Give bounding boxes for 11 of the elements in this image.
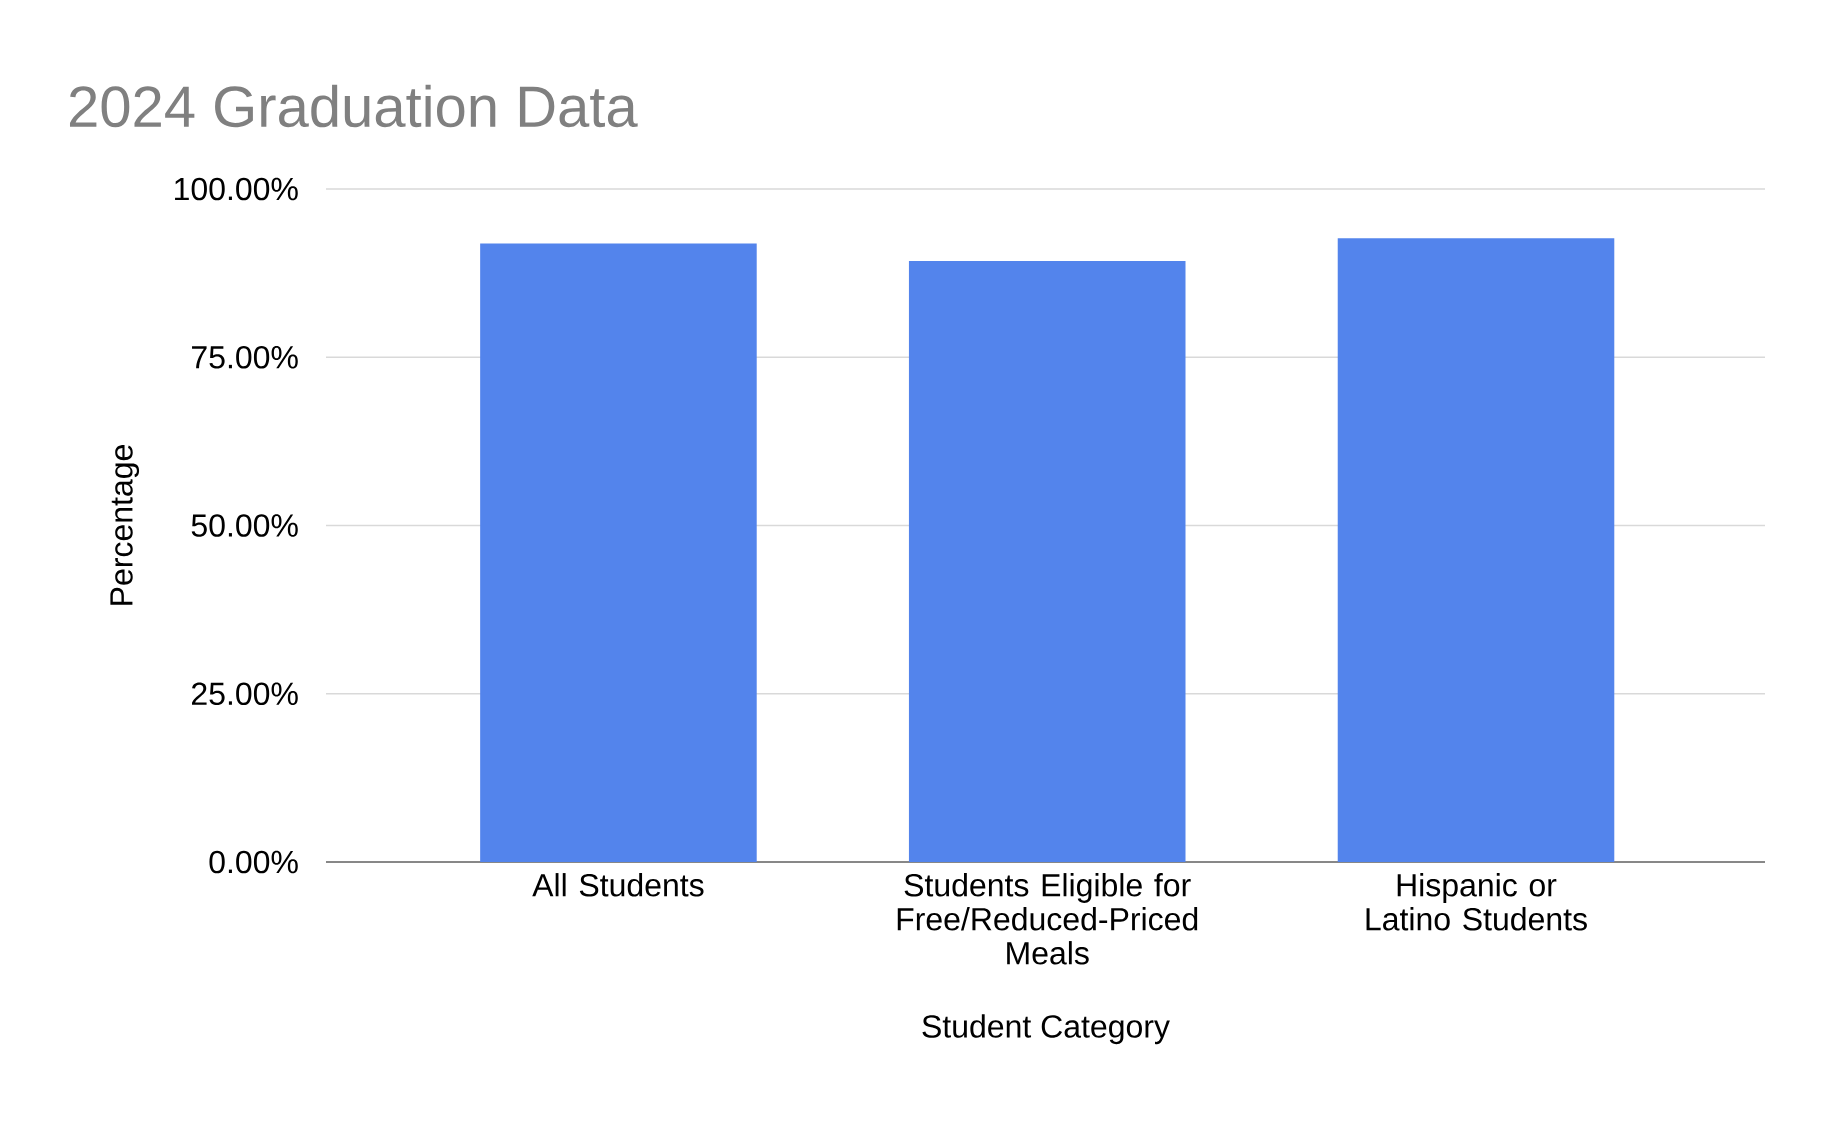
y-tick-label: 50.00% bbox=[191, 514, 298, 537]
x-axis-title: Student Category bbox=[922, 1014, 1170, 1045]
x-tick-label: All Students bbox=[532, 873, 704, 897]
y-tick-label: 0.00% bbox=[209, 850, 298, 874]
x-tick-label: Students Eligible for Free/Reduced-Priced Meals bbox=[897, 873, 1198, 965]
y-tick-label: 25.00% bbox=[192, 682, 298, 706]
chart-title: 2024 Graduation Data bbox=[69, 84, 638, 128]
y-axis-title: Percentage bbox=[110, 445, 140, 605]
y-tick-label: 100.00% bbox=[175, 177, 298, 201]
y-tick-label: 75.00% bbox=[192, 345, 298, 369]
x-tick-label: Hispanic or Latino Students bbox=[1366, 873, 1587, 931]
